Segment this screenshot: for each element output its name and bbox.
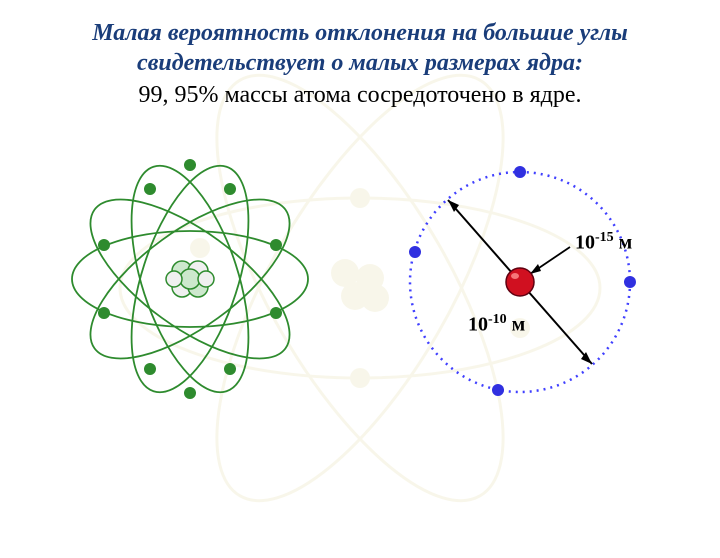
- atom-scale-svg: [380, 152, 660, 412]
- title-line-2: свидетельствует о малых размерах ядра:: [137, 50, 583, 76]
- orbital-atom-diagram: [60, 149, 320, 414]
- atom-unit: м: [507, 313, 526, 335]
- atom-scale-diagram: 10-15 м 10-10 м: [380, 152, 660, 412]
- slide-title: Малая вероятность отклонения на большие …: [0, 18, 720, 78]
- atom-base: 10: [468, 313, 488, 335]
- slide-subtitle: 99, 95% массы атома сосредоточено в ядре…: [0, 82, 720, 109]
- nucleus-base: 10: [575, 231, 595, 253]
- subtitle-text: 99, 95% массы атома сосредоточено в ядре…: [138, 82, 581, 108]
- atom-size-label: 10-10 м: [468, 312, 525, 337]
- nucleus-unit: м: [614, 231, 633, 253]
- orbital-atom-svg: [60, 149, 320, 409]
- diagrams-row: 10-15 м 10-10 м: [0, 149, 720, 414]
- nucleus-size-label: 10-15 м: [575, 230, 632, 255]
- nucleus-highlight: [511, 273, 519, 279]
- nucleus: [506, 268, 534, 296]
- nucleus-exp: -15: [595, 230, 614, 245]
- atom-exp: -10: [488, 312, 507, 327]
- nucleus-cluster: [166, 261, 214, 297]
- title-line-1: Малая вероятность отклонения на большие …: [92, 20, 628, 46]
- nucleus-pointer-arrow: [530, 247, 570, 274]
